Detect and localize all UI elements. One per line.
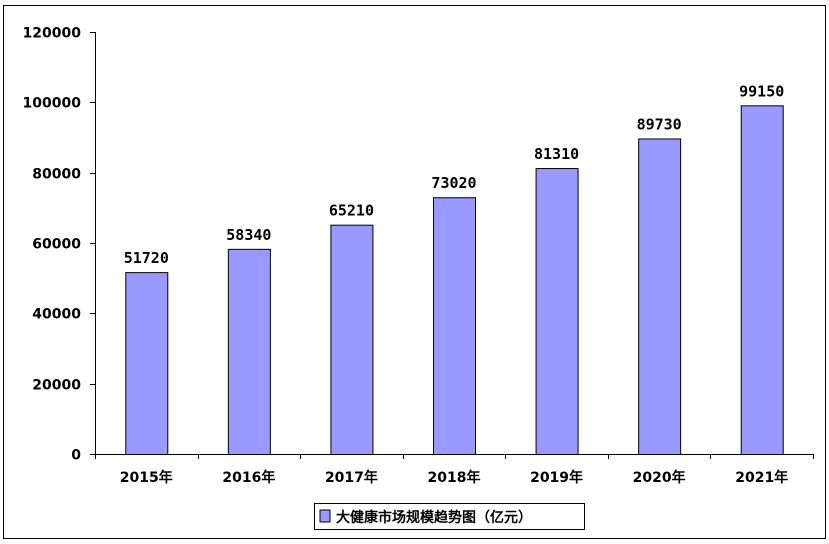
y-tick-label: 20000 xyxy=(32,378,81,394)
bar xyxy=(125,272,169,456)
data-label: 99150 xyxy=(739,82,784,100)
y-tick-label: 60000 xyxy=(32,237,81,253)
data-label: 51720 xyxy=(124,249,169,267)
x-tick-label: 2021年 xyxy=(735,469,788,486)
x-tick-label: 2016年 xyxy=(222,469,275,486)
y-tick-label: 120000 xyxy=(23,26,82,42)
y-tick-label: 0 xyxy=(71,448,81,464)
x-tick-label: 2017年 xyxy=(325,469,378,486)
bar xyxy=(433,197,476,455)
x-tick-label: 2019年 xyxy=(530,469,583,486)
bar xyxy=(638,138,682,455)
bars: 51720 58340 65210 73020 81310 89730 99150 xyxy=(124,82,784,456)
x-tick-label: 2015年 xyxy=(120,469,173,486)
bar xyxy=(227,248,271,455)
legend-box xyxy=(314,503,585,530)
x-tick-label: 2020年 xyxy=(633,469,686,486)
data-label: 58340 xyxy=(226,226,271,244)
y-tick-label: 100000 xyxy=(23,96,82,112)
legend: 大健康市场规模趋势图（亿元） xyxy=(314,503,585,530)
data-label: 81310 xyxy=(534,145,579,163)
bar xyxy=(535,168,579,455)
chart-frame xyxy=(3,5,826,539)
bar xyxy=(740,105,784,455)
legend-label: 大健康市场规模趋势图（亿元） xyxy=(336,509,532,526)
y-axis: 0 20000 40000 60000 80000 100000 120000 xyxy=(23,26,96,464)
x-axis: 2015年 2016年 2017年 2018年 2019年 2020年 2021年 xyxy=(95,454,814,486)
y-tick-label: 40000 xyxy=(32,307,81,323)
data-label: 89730 xyxy=(637,115,682,133)
legend-swatch xyxy=(319,509,331,523)
bar xyxy=(330,224,374,455)
x-tick-label: 2018年 xyxy=(428,469,481,486)
data-label: 73020 xyxy=(431,174,476,192)
data-label: 65210 xyxy=(329,202,374,220)
y-tick-label: 80000 xyxy=(32,167,81,183)
